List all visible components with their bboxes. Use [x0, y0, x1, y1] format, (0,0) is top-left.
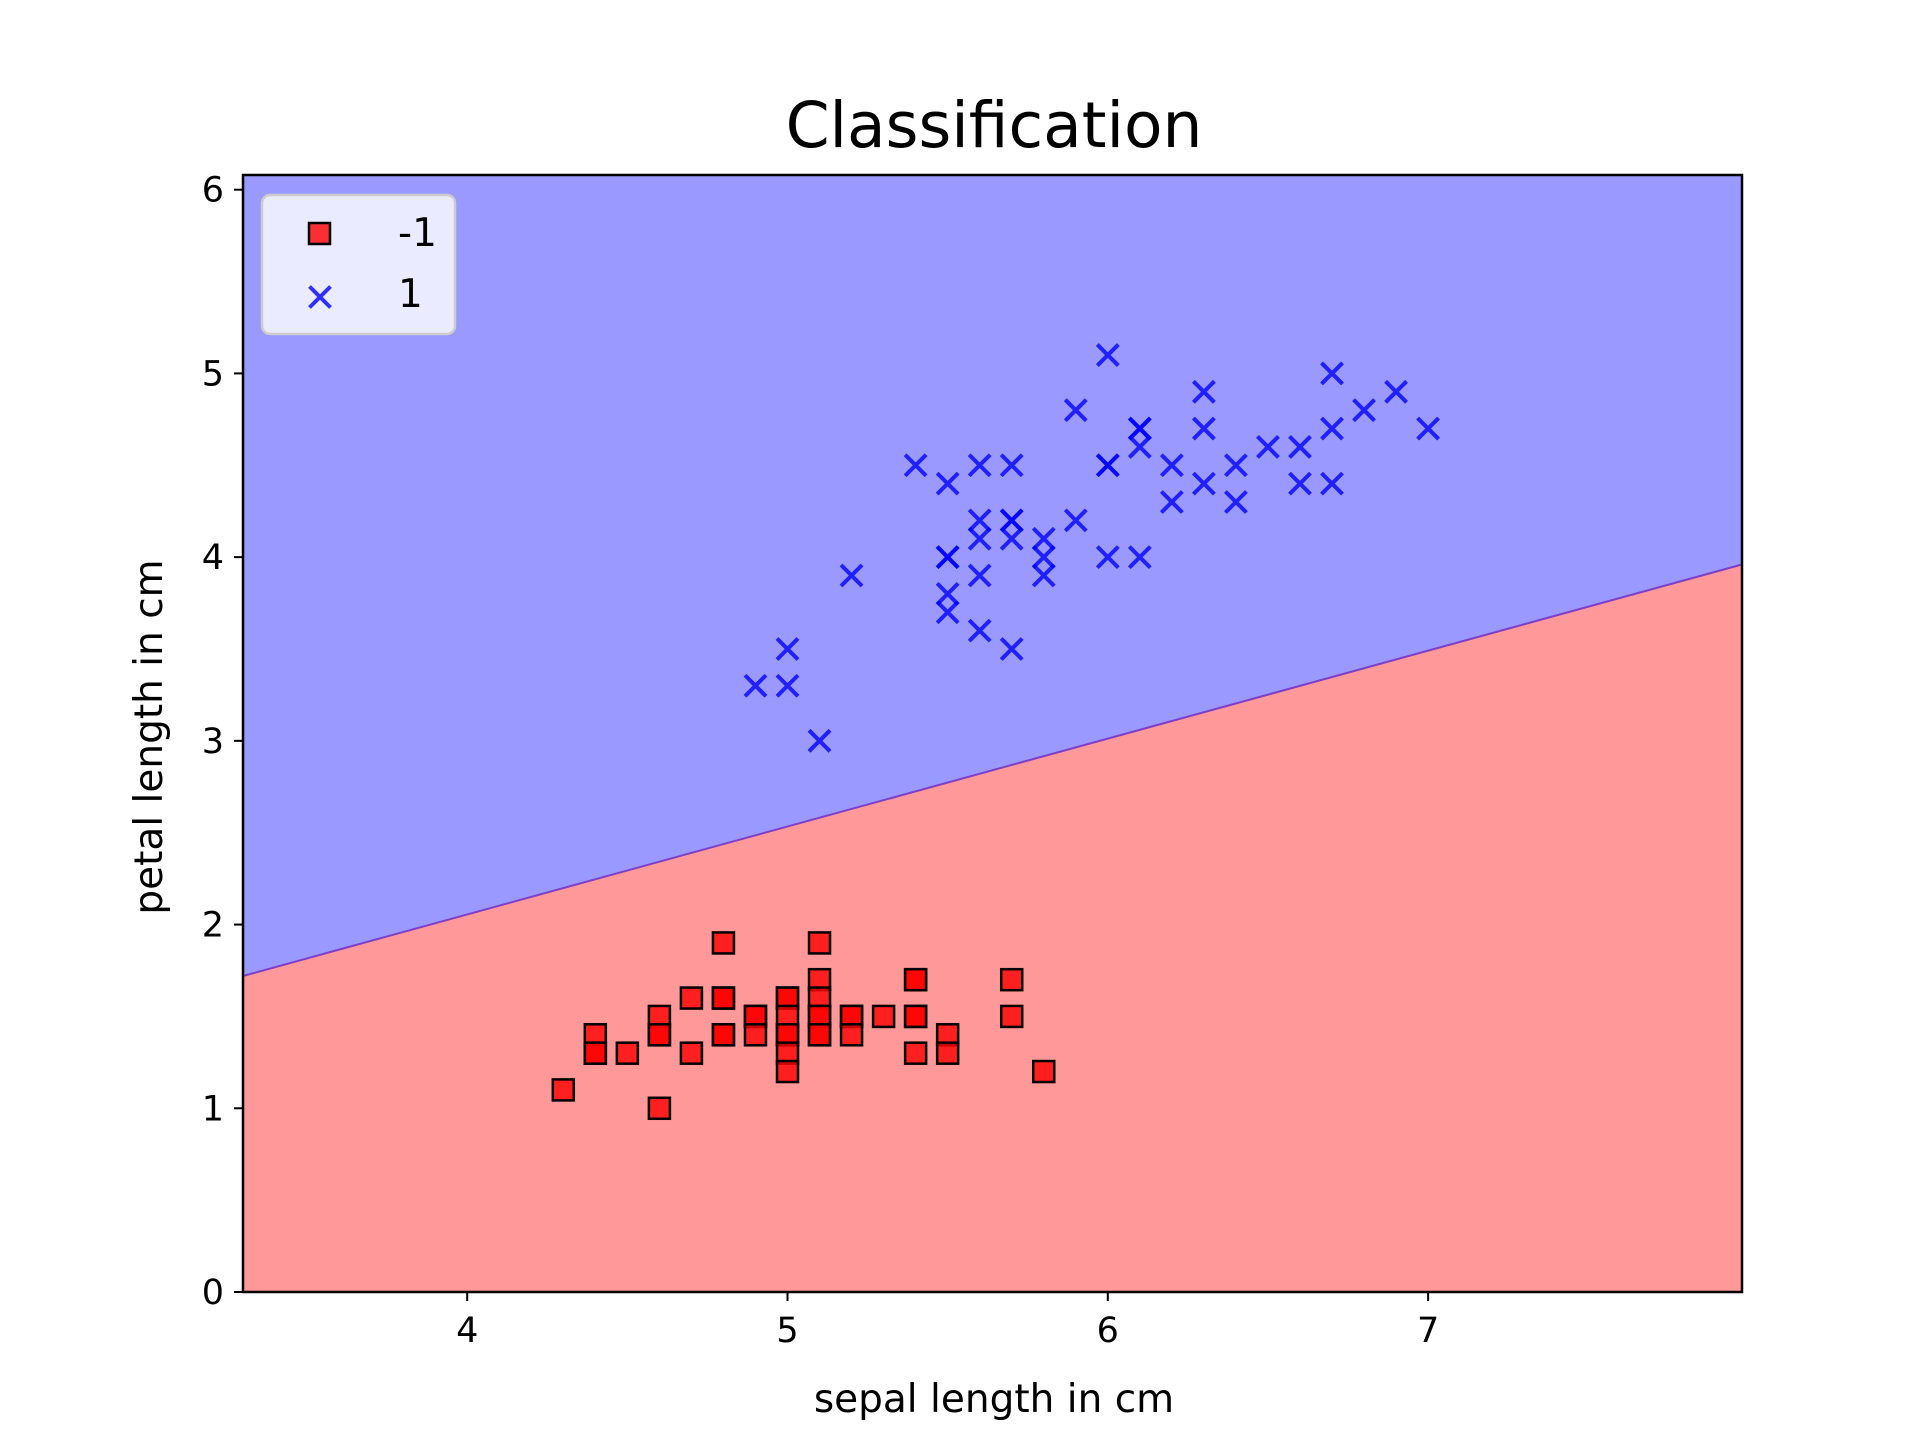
data-point-class-minus-1 — [839, 1023, 864, 1047]
data-point-class-minus-1 — [647, 1023, 672, 1047]
data-point-class-minus-1 — [743, 1023, 768, 1047]
data-point-class-1 — [1191, 416, 1216, 441]
data-point-class-1 — [1288, 471, 1312, 496]
data-point-class-minus-1 — [807, 931, 832, 955]
data-point-class-1 — [1224, 490, 1248, 514]
legend-x-glyph — [308, 285, 332, 309]
data-point-class-1 — [1352, 398, 1376, 423]
data-point-class-minus-1 — [647, 1096, 672, 1121]
x-axis-label: sepal length in cm — [814, 1377, 1174, 1422]
data-point-class-1 — [1095, 545, 1120, 570]
data-point-class-1 — [1031, 526, 1056, 551]
data-point-class-1 — [1288, 434, 1312, 459]
data-point-class-minus-1 — [903, 1004, 928, 1029]
x-tick-label: 5 — [776, 1311, 798, 1351]
region-class-minus-1 — [243, 564, 1742, 1292]
legend-marker-square — [307, 221, 332, 246]
data-point-class-1 — [1159, 453, 1184, 478]
data-point-class-minus-1 — [679, 1041, 704, 1065]
y-axis: 0 1 2 3 4 5 6 — [202, 171, 243, 1313]
legend-marker-x — [308, 285, 332, 309]
data-point-class-1 — [999, 526, 1024, 551]
y-tick-label: 6 — [202, 171, 224, 211]
x-tick-label: 7 — [1417, 1311, 1439, 1351]
y-tick-label: 4 — [202, 538, 224, 578]
data-point-class-minus-1 — [615, 1041, 640, 1065]
data-point-class-1 — [1384, 379, 1408, 404]
data-point-class-minus-1 — [903, 1041, 928, 1065]
data-point-class-1 — [967, 508, 992, 533]
data-point-class-1 — [999, 453, 1024, 478]
data-point-class-1 — [1320, 471, 1344, 496]
data-point-class-1 — [935, 600, 960, 625]
data-point-class-minus-1 — [903, 967, 928, 992]
data-point-class-minus-1 — [775, 1059, 800, 1084]
legend-label-1: 1 — [398, 272, 423, 317]
data-point-class-1 — [1127, 416, 1152, 441]
data-point-class-minus-1 — [711, 931, 736, 955]
decision-boundary-line — [242, 563, 1743, 977]
data-point-class-1 — [1191, 471, 1216, 496]
data-point-class-minus-1 — [807, 1023, 832, 1047]
data-point-class-1 — [1320, 361, 1344, 386]
y-tick-label: 5 — [202, 354, 224, 394]
data-point-class-1 — [839, 563, 864, 588]
data-point-class-1 — [775, 673, 800, 698]
data-point-class-minus-1 — [679, 986, 704, 1010]
data-point-class-minus-1 — [999, 1004, 1024, 1029]
data-point-class-minus-1 — [999, 967, 1024, 992]
y-tick-label: 0 — [202, 1273, 224, 1313]
region-class-1 — [243, 175, 1742, 977]
data-point-class-1 — [1095, 343, 1120, 367]
data-point-class-1 — [743, 673, 768, 698]
chart-title: Classification — [786, 89, 1203, 162]
data-point-class-1 — [967, 453, 992, 478]
y-axis-label: petal length in cm — [127, 559, 172, 914]
data-point-class-1 — [967, 563, 992, 588]
data-point-class-1 — [1416, 416, 1441, 441]
data-point-class-1 — [807, 728, 832, 753]
data-point-class-1 — [967, 526, 992, 551]
data-point-class-minus-1 — [711, 986, 736, 1010]
data-point-class-1 — [1127, 434, 1152, 459]
y-tick-label: 3 — [202, 722, 224, 762]
x-tick-label: 6 — [1097, 1311, 1119, 1351]
data-point-class-1 — [935, 545, 960, 570]
data-point-class-minus-1 — [935, 1041, 960, 1065]
data-point-class-1 — [1224, 453, 1248, 478]
markers-layer — [551, 343, 1441, 1121]
data-point-class-1 — [1127, 545, 1152, 570]
x-axis: 4 5 6 7 — [456, 1292, 1439, 1351]
plot-area — [241, 173, 1744, 1294]
data-point-class-1 — [1063, 398, 1088, 423]
data-point-class-1 — [1031, 563, 1056, 588]
data-point-class-1 — [999, 508, 1024, 533]
data-point-class-1 — [775, 637, 800, 661]
x-tick-label: 4 — [456, 1311, 478, 1351]
data-point-class-1 — [935, 471, 960, 496]
data-point-class-1 — [903, 453, 928, 478]
legend-label-minus-1: -1 — [398, 211, 437, 256]
data-point-class-1 — [967, 618, 992, 643]
data-point-class-minus-1 — [711, 1023, 736, 1047]
data-point-class-1 — [1191, 379, 1216, 404]
y-tick-label: 1 — [202, 1089, 224, 1129]
data-point-class-minus-1 — [871, 1004, 896, 1029]
data-point-class-1 — [1095, 453, 1120, 478]
data-point-class-1 — [1063, 508, 1088, 533]
data-point-class-1 — [1159, 490, 1184, 514]
data-point-class-1 — [1256, 434, 1280, 459]
data-point-class-minus-1 — [1031, 1059, 1056, 1084]
legend: -1 1 — [260, 193, 457, 336]
data-point-class-1 — [1031, 545, 1056, 570]
plot-frame — [241, 173, 1744, 1294]
data-point-class-minus-1 — [551, 1078, 576, 1102]
data-point-class-1 — [1320, 416, 1344, 441]
data-point-class-minus-1 — [583, 1041, 608, 1065]
data-point-class-1 — [999, 637, 1024, 661]
y-tick-label: 2 — [202, 906, 224, 946]
data-point-class-1 — [935, 581, 960, 606]
